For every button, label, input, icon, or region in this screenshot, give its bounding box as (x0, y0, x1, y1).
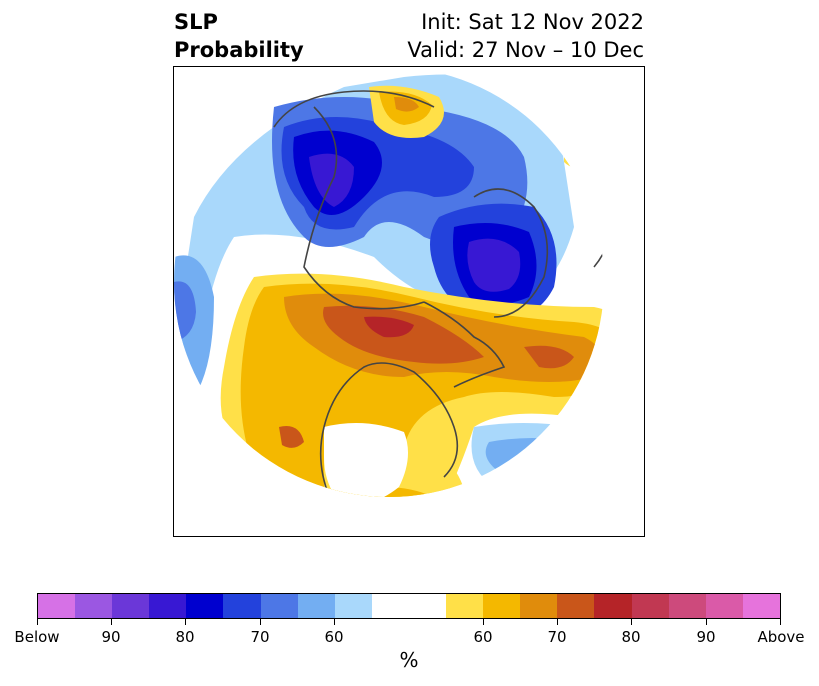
date-info: Init: Sat 12 Nov 2022 Valid: 27 Nov – 10… (407, 8, 644, 64)
colorbar-tick-label: 90 (696, 628, 716, 646)
colorbar-tick (483, 619, 484, 625)
colorbar-tick-label: 70 (547, 628, 567, 646)
colorbar-tick (185, 619, 186, 625)
colorbar-segment (38, 594, 76, 618)
colorbar-segment (112, 594, 150, 618)
colorbar-tick-label: Below (14, 628, 60, 646)
colorbar-segment (334, 594, 372, 618)
colorbar-segment (557, 594, 595, 618)
colorbar-segment (223, 594, 261, 618)
colorbar-segment (260, 594, 298, 618)
colorbar-tick-label: 90 (101, 628, 121, 646)
colorbar-segment (742, 594, 780, 618)
chart-title: SLP Probability (174, 8, 304, 64)
colorbar-tick (37, 619, 38, 625)
neutral-us-area (324, 423, 408, 497)
colorbar-tick (631, 619, 632, 625)
colorbar-segment (594, 594, 632, 618)
title-line-1: SLP (174, 10, 218, 34)
map-svg (174, 67, 604, 497)
colorbar-tick (557, 619, 558, 625)
init-date: Init: Sat 12 Nov 2022 (421, 10, 644, 34)
colorbar-segment (705, 594, 743, 618)
colorbar-tick (111, 619, 112, 625)
title-line-2: Probability (174, 38, 304, 62)
colorbar-tick-label: Above (757, 628, 805, 646)
colorbar-tick (706, 619, 707, 625)
colorbar-segment (149, 594, 187, 618)
colorbar-tick-label: 80 (621, 628, 641, 646)
colorbar-tick-label: 80 (175, 628, 195, 646)
colorbar-tick (334, 619, 335, 625)
colorbar-tick (260, 619, 261, 625)
valid-range: Valid: 27 Nov – 10 Dec (407, 38, 644, 62)
colorbar-segment (75, 594, 113, 618)
colorbar-tick-label: 60 (324, 628, 344, 646)
colorbar-segment (186, 594, 224, 618)
colorbar-segment (668, 594, 706, 618)
colorbar-segment (446, 594, 484, 618)
colorbar-segment (297, 594, 335, 618)
colorbar-unit-label: % (399, 648, 419, 672)
colorbar-tick (780, 619, 781, 625)
colorbar-segment (631, 594, 669, 618)
probability-map (173, 66, 645, 537)
colorbar-tick-label: 70 (250, 628, 270, 646)
colorbar-segment (520, 594, 558, 618)
colorbar-segment (483, 594, 521, 618)
colorbar-segment (371, 594, 447, 618)
colorbar (37, 593, 781, 619)
colorbar-tick-label: 60 (473, 628, 493, 646)
